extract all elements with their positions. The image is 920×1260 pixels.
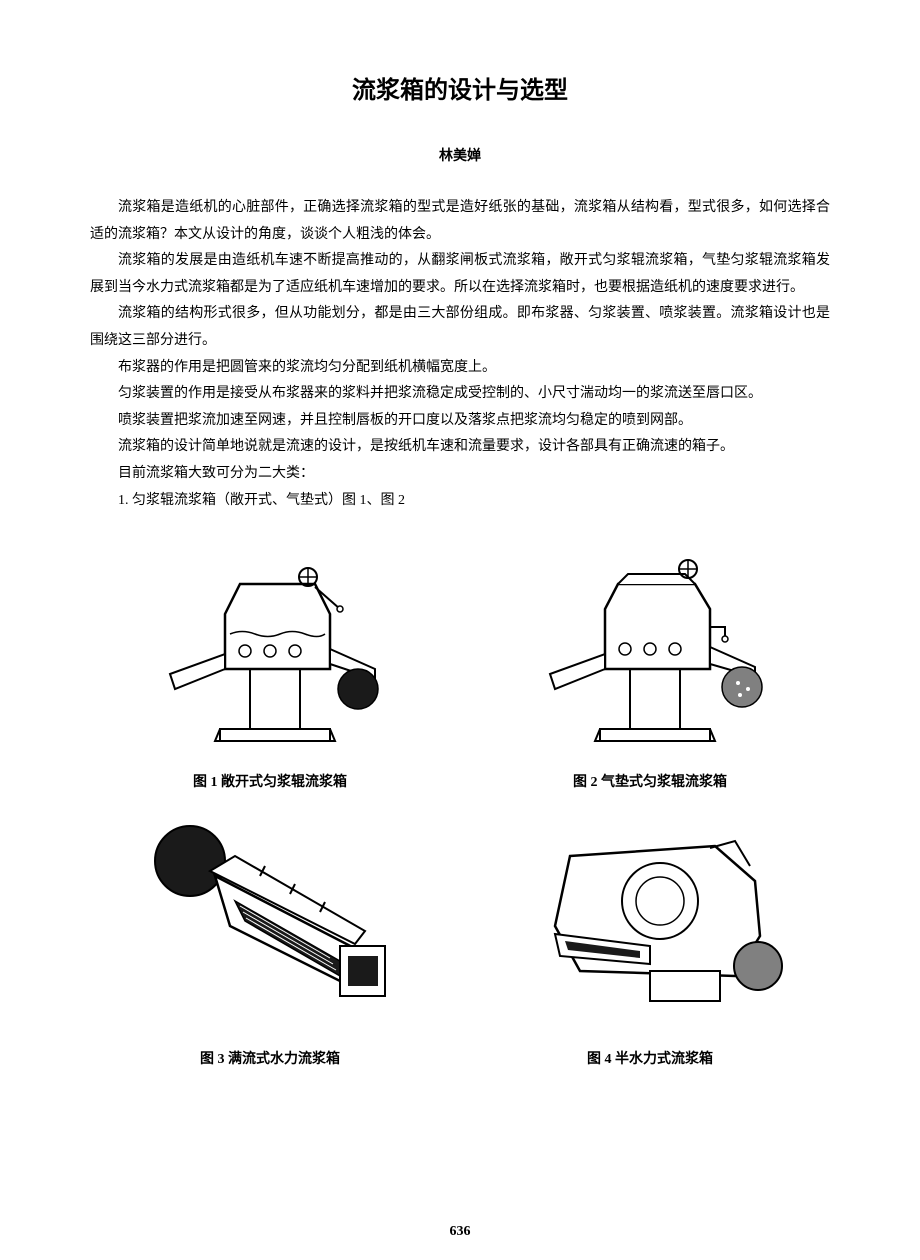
para-3: 流浆箱的结构形式很多，但从功能划分，都是由三大部份组成。即布浆器、匀浆装置、喷浆…: [90, 301, 830, 354]
body-text: 流浆箱是造纸机的心脏部件，正确选择流浆箱的型式是造好纸张的基础，流浆箱从结构看，…: [90, 195, 830, 514]
para-7: 流浆箱的设计简单地说就是流速的设计，是按纸机车速和流量要求，设计各部具有正确流速…: [90, 434, 830, 461]
para-1: 流浆箱是造纸机的心脏部件，正确选择流浆箱的型式是造好纸张的基础，流浆箱从结构看，…: [90, 195, 830, 248]
para-4: 布浆器的作用是把圆管来的浆流均匀分配到纸机横幅宽度上。: [90, 355, 830, 382]
figure-4-diagram: [510, 816, 790, 1036]
figure-1-cell: 图 1 敞开式匀浆辊流浆箱: [90, 539, 450, 791]
para-8: 目前流浆箱大致可分为二大类：: [90, 461, 830, 488]
page-number: 636: [450, 1224, 471, 1240]
figure-3-cell: 图 3 满流式水力流浆箱: [90, 816, 450, 1068]
figure-2-caption: 图 2 气垫式匀浆辊流浆箱: [573, 771, 727, 791]
para-6: 喷浆装置把浆流加速至网速，并且控制唇板的开口度以及落浆点把浆流均匀稳定的喷到网部…: [90, 408, 830, 435]
figures-row-2: 图 3 满流式水力流浆箱 图 4 半水力式流浆箱: [90, 816, 830, 1068]
para-2: 流浆箱的发展是由造纸机车速不断提高推动的，从翻浆闸板式流浆箱，敞开式匀浆辊流浆箱…: [90, 248, 830, 301]
figures-row-1: 图 1 敞开式匀浆辊流浆箱: [90, 539, 830, 791]
figure-2-cell: 图 2 气垫式匀浆辊流浆箱: [470, 539, 830, 791]
figure-3-diagram: [130, 816, 410, 1036]
para-9: 1. 匀浆辊流浆箱（敞开式、气垫式）图 1、图 2: [90, 488, 830, 515]
figure-1-caption: 图 1 敞开式匀浆辊流浆箱: [193, 771, 347, 791]
figure-4-caption: 图 4 半水力式流浆箱: [587, 1048, 713, 1068]
page-title: 流浆箱的设计与选型: [90, 70, 830, 105]
figure-3-caption: 图 3 满流式水力流浆箱: [200, 1048, 340, 1068]
figure-2-diagram: [510, 539, 790, 759]
figure-1-diagram: [130, 539, 410, 759]
author-name: 林美婵: [90, 145, 830, 165]
figure-4-cell: 图 4 半水力式流浆箱: [470, 816, 830, 1068]
para-5: 匀浆装置的作用是接受从布浆器来的浆料并把浆流稳定成受控制的、小尺寸湍动均一的浆流…: [90, 381, 830, 408]
